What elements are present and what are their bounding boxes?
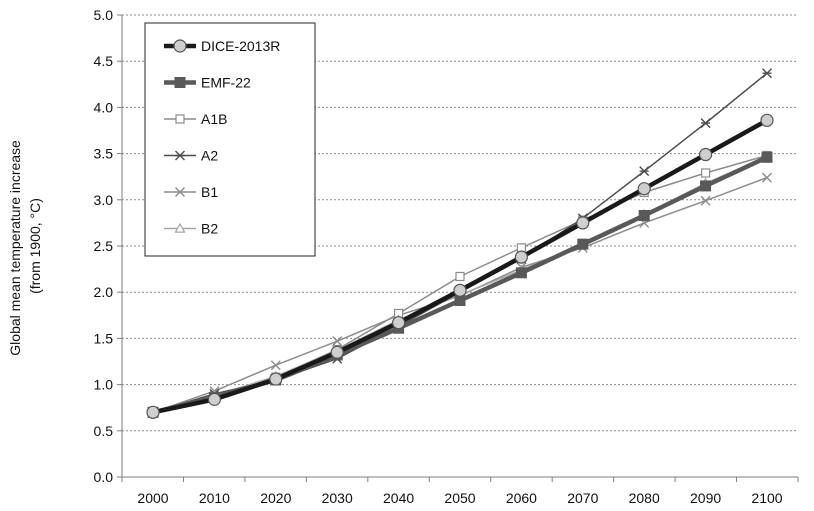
y-tick-label: 3.0 [94,192,114,208]
y-axis-title-line-2: (from 1900, °C) [27,198,43,294]
data-point-dice-2013r [514,250,529,264]
x-tick-label: 2040 [383,490,414,506]
x-tick-label: 2020 [260,490,291,506]
data-point-b1 [332,336,343,347]
legend-label-a1b: A1B [201,111,227,127]
legend-label-b2: B2 [201,221,218,237]
legend: DICE-2013R EMF-22 A1B A2 B1 B2 [144,22,316,257]
data-point-dice-2013r [207,392,221,406]
y-tick-label: 0.5 [94,423,114,439]
data-point-emf-22 [454,295,466,307]
data-point-emf-22 [638,210,650,222]
legend-item-dice-2013r: DICE-2013R [164,38,280,54]
legend-label-a2: A2 [201,148,218,164]
legend-box [144,22,316,257]
data-point-dice-2013r [392,316,406,330]
y-axis-title-line-1: Global mean temperature increase [7,140,23,356]
data-point-a1b [700,168,711,178]
data-point-a1b [455,271,465,282]
data-point-dice-2013r [698,147,713,162]
y-tick-label: 4.0 [94,99,114,115]
data-point-emf-22 [577,238,589,250]
data-point-dice-2013r [146,405,160,419]
legend-item-b2: B2 [164,221,218,237]
data-point-dice-2013r [576,216,590,230]
y-axis-title: Global mean temperature increase (from 1… [7,136,43,355]
x-tick-label: 2070 [567,490,598,506]
data-point-dice-2013r [760,113,774,127]
x-tick-label: 2060 [506,490,537,506]
data-point-dice-2013r [330,345,344,359]
legend-item-emf-22: EMF-22 [164,75,251,91]
y-tick-label: 1.0 [94,377,114,393]
legend-marker-b1 [175,187,185,197]
y-tick-labels: 0.0 0.5 1.0 1.5 2.0 2.5 3.0 3.5 4.0 4.5 5.0 [94,7,122,485]
legend-item-a2: A2 [164,148,218,164]
data-point-emf-22 [761,151,773,163]
y-tick-label: 4.5 [94,53,114,69]
legend-marker-a1b [175,114,185,124]
legend-label-b1: B1 [201,184,218,200]
legend-item-a1b: A1B [164,111,227,127]
x-tick-label: 2080 [629,490,660,506]
data-point-dice-2013r [453,283,467,297]
x-tick-label: 2010 [199,490,230,506]
series [146,68,774,419]
legend-marker-emf-22 [174,77,186,88]
legend-label-dice-2013r: DICE-2013R [201,38,280,54]
legend-marker-b2 [174,222,186,233]
x-tick-label: 2030 [322,490,353,506]
x-tick-label: 2100 [751,490,782,506]
series-dice-2013r [146,113,774,419]
legend-label-emf-22: EMF-22 [201,75,251,91]
x-tick-label: 2000 [137,490,168,506]
data-point-a2 [762,68,772,79]
y-tick-label: 0.0 [94,469,114,485]
x-tick-labels: 2000 2010 2020 2030 2040 2050 2060 2070 2080 2090… [121,477,799,506]
data-point-a2 [700,118,711,129]
legend-item-b1: B1 [164,184,218,200]
data-point-b1 [762,172,772,183]
data-point-b1 [270,360,281,371]
data-point-a2 [639,166,650,177]
y-tick-label: 2.5 [94,238,114,254]
y-tick-label: 3.5 [94,146,114,162]
y-tick-label: 5.0 [94,7,114,23]
x-tick-label: 2050 [444,490,475,506]
data-point-b1 [700,195,711,206]
x-tick-label: 2090 [690,490,721,506]
legend-marker-a2 [175,150,185,161]
data-point-emf-22 [515,267,527,279]
legend-marker-dice-2013r [173,39,187,53]
y-tick-label: 2.0 [94,284,114,300]
y-tick-label: 1.5 [94,330,114,346]
data-point-dice-2013r [269,372,283,386]
data-point-emf-22 [700,180,712,192]
data-point-dice-2013r [637,182,651,196]
